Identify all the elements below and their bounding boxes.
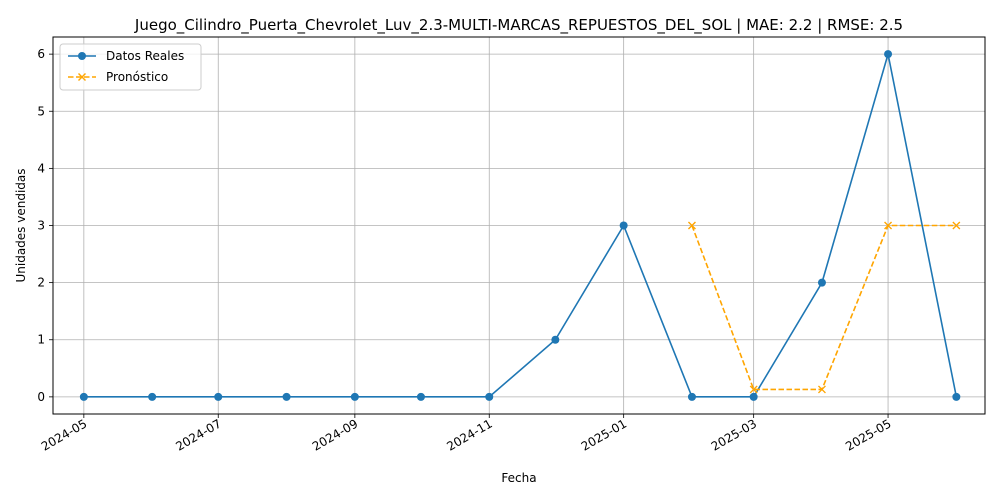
data-point: [619, 221, 628, 230]
data-point: [749, 385, 758, 394]
series-layer: [79, 50, 961, 401]
data-point: [687, 392, 696, 401]
data-point: [79, 392, 88, 401]
data-point: [485, 392, 494, 401]
data-point: [884, 221, 893, 230]
data-point: [952, 221, 961, 230]
legend-marker: [78, 52, 86, 60]
legend-label: Datos Reales: [106, 49, 184, 63]
x-marker-stroke: [884, 221, 893, 230]
legend-marker: [78, 73, 86, 81]
data-point: [817, 385, 826, 394]
data-point: [817, 278, 826, 287]
x-marker-stroke: [749, 385, 758, 394]
y-tick-label: 4: [37, 161, 45, 175]
x-axis-label: Fecha: [501, 471, 536, 485]
data-point: [952, 392, 961, 401]
y-tick-label: 2: [37, 276, 45, 290]
x-marker-stroke: [687, 221, 696, 230]
data-point: [282, 392, 291, 401]
data-point: [749, 392, 758, 401]
y-tick-label: 3: [37, 219, 45, 233]
x-marker-stroke: [952, 221, 961, 230]
data-point: [350, 392, 359, 401]
data-point: [148, 392, 157, 401]
y-axis: 0 1 2 3 4 5 6: [37, 47, 53, 404]
series-line-1: [83, 53, 958, 398]
data-point: [416, 392, 425, 401]
legend: Datos Reales Pronóstico: [59, 43, 202, 91]
chart-title: Juego_Cilindro_Puerta_Chevrolet_Luv_2.3-…: [134, 16, 903, 35]
data-point: [687, 221, 696, 230]
x-marker-stroke: [817, 385, 826, 394]
y-axis-label: Unidades vendidas: [14, 168, 28, 282]
y-tick-label: 1: [37, 333, 45, 347]
y-tick-label: 5: [37, 104, 45, 118]
y-tick-label: 6: [37, 47, 45, 61]
legend-label: Pronóstico: [106, 70, 168, 84]
x-marker-stroke: [78, 73, 86, 81]
data-point: [214, 392, 223, 401]
data-point: [884, 50, 893, 59]
y-tick-label: 0: [37, 390, 45, 404]
data-point: [551, 335, 560, 344]
grid: [53, 37, 985, 414]
